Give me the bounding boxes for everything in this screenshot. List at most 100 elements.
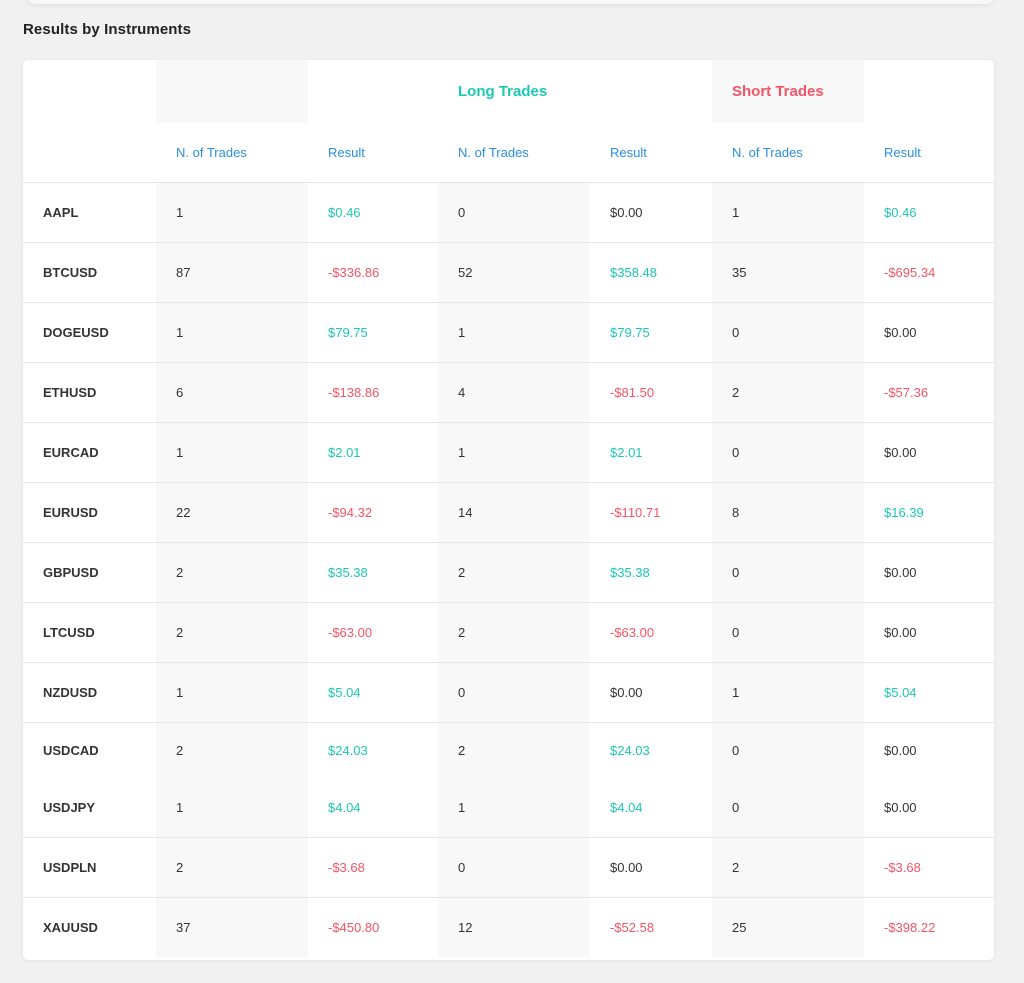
long-result-cell: $35.38 — [590, 542, 712, 603]
instrument-cell: AAPL — [23, 182, 156, 243]
short-trades-cell: 2 — [712, 837, 864, 898]
long-result-cell: $24.03 — [610, 743, 650, 758]
long-trades-cell: 12 — [438, 897, 590, 957]
long-result-cell: -$52.58 — [610, 920, 655, 935]
short-result-cell: -$398.22 — [884, 920, 936, 935]
short-result-cell: -$695.34 — [864, 242, 994, 303]
total-trades-cell: 1 — [156, 302, 308, 363]
total-result-cell: $35.38 — [308, 542, 438, 603]
long-result-cell: -$110.71 — [590, 482, 712, 543]
total-result-cell: -$94.32 — [308, 482, 438, 543]
long-trades-cell: 1 — [438, 422, 590, 483]
long-result-cell: $0.00 — [590, 837, 712, 898]
long-trades-cell: 4 — [438, 362, 590, 423]
table-row[interactable]: XAUUSD 37 -$450.80 12 -$52.58 25 -$398.22 — [23, 897, 994, 957]
table-row[interactable]: USDPLN 2 -$3.68 0 $0.00 2 -$3.68 — [23, 837, 994, 898]
instrument-cell: NZDUSD — [23, 662, 156, 723]
col-long-result-header[interactable]: Result — [590, 122, 712, 183]
short-result-cell: $0.00 — [864, 422, 994, 483]
short-trades-cell: 8 — [712, 482, 864, 543]
column-header-row: N. of Trades Result N. of Trades Result … — [23, 122, 994, 183]
long-result-cell: $2.01 — [590, 422, 712, 483]
short-result-cell: $0.00 — [884, 743, 917, 758]
instrument-cell: USDJPY — [23, 778, 156, 838]
long-trades-cell: 2 — [438, 602, 590, 663]
col-instrument-header — [23, 122, 156, 183]
table-row[interactable]: GBPUSD 2 $35.38 2 $35.38 0 $0.00 — [23, 542, 994, 603]
short-result-cell: -$3.68 — [864, 837, 994, 898]
short-result-cell: -$57.36 — [864, 362, 994, 423]
table-row[interactable]: NZDUSD 1 $5.04 0 $0.00 1 $5.04 — [23, 662, 994, 723]
table-row[interactable]: EURCAD 1 $2.01 1 $2.01 0 $0.00 — [23, 422, 994, 483]
section-title: Results by Instruments — [23, 21, 192, 38]
results-card: Long Trades Short Trades N. of Trades Re… — [23, 60, 994, 960]
col-long-n-header[interactable]: N. of Trades — [438, 122, 590, 183]
total-trades-cell: 37 — [156, 897, 308, 957]
short-result-cell: $5.04 — [864, 662, 994, 723]
table-row[interactable]: DOGEUSD 1 $79.75 1 $79.75 0 $0.00 — [23, 302, 994, 363]
short-result-cell: $0.00 — [864, 302, 994, 363]
long-trades-cell: 0 — [438, 837, 590, 898]
total-trades-cell: 6 — [156, 362, 308, 423]
col-short-n-header[interactable]: N. of Trades — [712, 122, 864, 183]
col-total-n-header[interactable]: N. of Trades — [156, 122, 308, 183]
total-trades-cell: 2 — [156, 837, 308, 898]
long-result-cell: $0.00 — [590, 182, 712, 243]
long-result-cell: -$63.00 — [590, 602, 712, 663]
instrument-cell: BTCUSD — [23, 242, 156, 303]
short-trades-cell: 25 — [712, 897, 864, 957]
instrument-cell: LTCUSD — [23, 602, 156, 663]
short-result-cell: $0.46 — [864, 182, 994, 243]
total-trades-cell: 1 — [156, 778, 308, 838]
total-result-cell: $4.04 — [308, 778, 438, 838]
total-result-cell: $79.75 — [308, 302, 438, 363]
short-result-cell: $0.00 — [864, 778, 994, 838]
table-row[interactable]: ETHUSD 6 -$138.86 4 -$81.50 2 -$57.36 — [23, 362, 994, 423]
instrument-cell: ETHUSD — [23, 362, 156, 423]
table-row[interactable]: BTCUSD 87 -$336.86 52 $358.48 35 -$695.34 — [23, 242, 994, 303]
total-trades-cell: 1 — [156, 662, 308, 723]
table-row[interactable]: USDCAD 2 $24.03 2 $24.03 0 $0.00 — [23, 722, 994, 778]
instrument-cell: EURUSD — [23, 482, 156, 543]
long-trades-cell: 1 — [438, 778, 590, 838]
previous-card-edge — [28, 0, 994, 4]
total-result-cell: $2.01 — [308, 422, 438, 483]
short-trades-cell: 0 — [712, 302, 864, 363]
total-result-cell: -$138.86 — [308, 362, 438, 423]
long-result-cell: $79.75 — [590, 302, 712, 363]
short-trades-cell: 0 — [712, 722, 864, 778]
long-trades-cell: 0 — [438, 662, 590, 723]
instrument-cell: XAUUSD — [43, 920, 98, 935]
instrument-cell: USDCAD — [43, 743, 99, 758]
long-trades-cell: 1 — [438, 302, 590, 363]
short-trades-cell: 1 — [712, 182, 864, 243]
table-row[interactable]: EURUSD 22 -$94.32 14 -$110.71 8 $16.39 — [23, 482, 994, 543]
total-result-cell: $24.03 — [328, 743, 368, 758]
instrument-cell: GBPUSD — [23, 542, 156, 603]
short-trades-cell: 1 — [712, 662, 864, 723]
long-trades-cell: 14 — [438, 482, 590, 543]
total-trades-cell: 22 — [156, 482, 308, 543]
group-header-row: Long Trades Short Trades — [23, 60, 994, 122]
total-result-cell: -$63.00 — [308, 602, 438, 663]
short-trades-cell: 35 — [712, 242, 864, 303]
long-trades-cell: 52 — [438, 242, 590, 303]
long-result-cell: $358.48 — [590, 242, 712, 303]
table-row[interactable]: AAPL 1 $0.46 0 $0.00 1 $0.46 — [23, 182, 994, 243]
total-trades-cell: 2 — [156, 722, 308, 778]
short-trades-cell: 2 — [712, 362, 864, 423]
long-trades-cell: 0 — [438, 182, 590, 243]
instrument-cell: USDPLN — [23, 837, 156, 898]
instrument-cell: DOGEUSD — [23, 302, 156, 363]
col-short-result-header[interactable]: Result — [864, 122, 994, 183]
long-trades-cell: 2 — [438, 722, 590, 778]
total-result-cell: -$336.86 — [308, 242, 438, 303]
table-row[interactable]: LTCUSD 2 -$63.00 2 -$63.00 0 $0.00 — [23, 602, 994, 663]
short-trades-cell: 0 — [712, 778, 864, 838]
instrument-cell: EURCAD — [23, 422, 156, 483]
table-row[interactable]: USDJPY 1 $4.04 1 $4.04 0 $0.00 — [23, 778, 994, 838]
short-trades-header: Short Trades — [712, 60, 864, 122]
total-result-cell: -$3.68 — [308, 837, 438, 898]
col-total-result-header[interactable]: Result — [308, 122, 438, 183]
total-result-cell: $5.04 — [308, 662, 438, 723]
